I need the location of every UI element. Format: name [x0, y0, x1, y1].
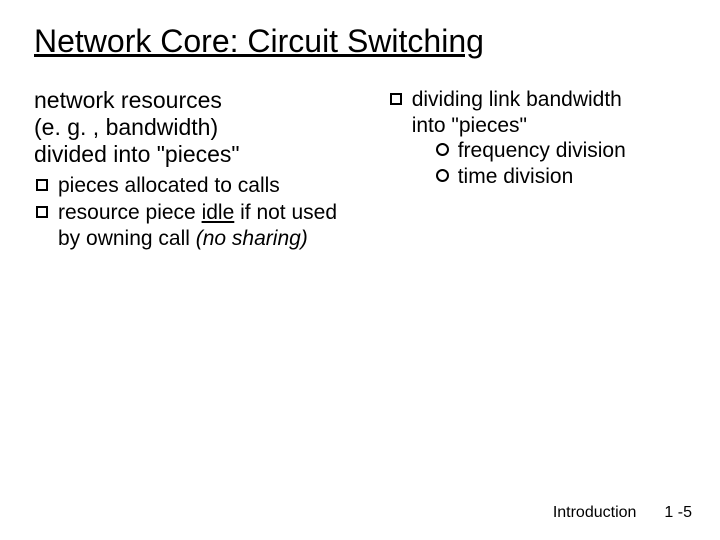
list-item: time division: [436, 164, 686, 190]
list-item: pieces allocated to calls: [34, 173, 364, 199]
bullet-text-line2: into "pieces": [412, 114, 527, 137]
circle-bullet-icon: [436, 169, 449, 182]
slide-title: Network Core: Circuit Switching: [34, 24, 686, 59]
left-heading-line3: divided into "pieces": [34, 141, 240, 167]
right-bullet-list: dividing link bandwidth into "pieces" fr…: [388, 87, 686, 189]
circle-bullet-icon: [436, 143, 449, 156]
right-column: dividing link bandwidth into "pieces" fr…: [388, 87, 686, 253]
slide: Network Core: Circuit Switching network …: [0, 0, 720, 540]
bullet-text: pieces allocated to calls: [58, 174, 280, 197]
bullet-text-line1: dividing link bandwidth: [412, 88, 622, 111]
bullet-text-pre: resource piece: [58, 201, 202, 224]
square-bullet-icon: [36, 206, 48, 218]
left-bullet-list: pieces allocated to calls resource piece…: [34, 173, 364, 252]
list-item: frequency division: [436, 138, 686, 164]
list-item: dividing link bandwidth into "pieces" fr…: [388, 87, 686, 189]
left-heading-line1: network resources: [34, 87, 222, 113]
footer-page-number: 1 -5: [664, 504, 692, 522]
sub-bullet-text: time division: [458, 165, 574, 188]
content-columns: network resources (e. g. , bandwidth) di…: [34, 87, 686, 253]
slide-footer: Introduction 1 -5: [553, 504, 692, 522]
sub-bullet-list: frequency division time division: [436, 138, 686, 189]
footer-chapter: Introduction: [553, 504, 637, 522]
square-bullet-icon: [390, 93, 402, 105]
square-bullet-icon: [36, 179, 48, 191]
list-item: resource piece idle if not used by ownin…: [34, 200, 364, 251]
bullet-text-underlined: idle: [202, 201, 235, 224]
left-heading-line2: (e. g. , bandwidth): [34, 114, 218, 140]
bullet-text-italic: (no sharing): [196, 227, 308, 250]
sub-bullet-text: frequency division: [458, 139, 626, 162]
left-heading: network resources (e. g. , bandwidth) di…: [34, 87, 364, 168]
left-column: network resources (e. g. , bandwidth) di…: [34, 87, 364, 253]
